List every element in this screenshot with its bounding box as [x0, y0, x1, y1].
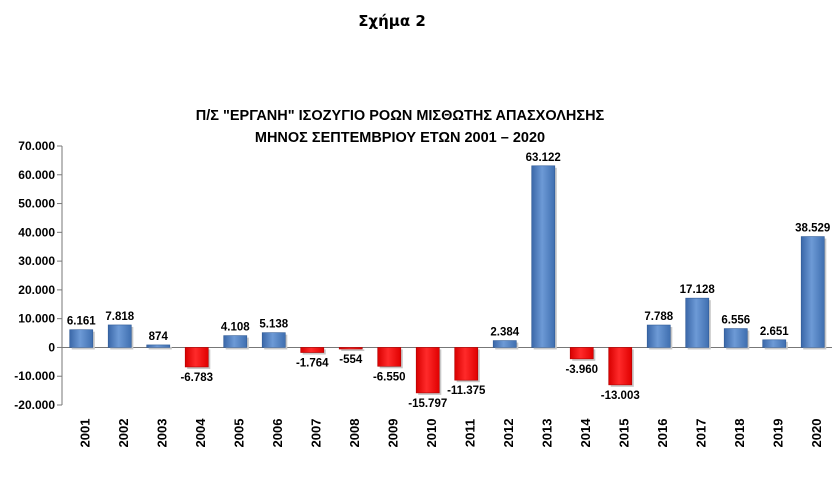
data-label: 4.108	[221, 322, 250, 334]
x-tick-label: 2007	[309, 419, 324, 448]
data-label: -6.783	[180, 372, 213, 384]
chart-title: Π/Σ "ΕΡΓΑΝΗ" ΙΣΟΖΥΓΙΟ ΡΟΩΝ ΜΙΣΘΩΤΗΣ ΑΠΑΣ…	[195, 108, 605, 124]
y-tick-label: 30.000	[18, 254, 55, 268]
bar	[608, 347, 633, 386]
bar	[184, 347, 209, 368]
x-tick-label: 2001	[78, 419, 93, 448]
x-tick-label: 2011	[463, 419, 478, 447]
x-tick-label: 2016	[655, 419, 670, 448]
data-label: 2.384	[490, 327, 519, 339]
x-tick-label: 2013	[540, 419, 555, 448]
bar	[454, 347, 479, 381]
x-tick-label: 2004	[193, 418, 208, 448]
bars	[69, 165, 827, 395]
bar	[415, 347, 440, 394]
data-label: 6.556	[721, 315, 750, 327]
data-label: 38.529	[795, 223, 830, 235]
bar	[377, 347, 402, 367]
x-tick-label: 2009	[386, 419, 401, 448]
data-label: 2.651	[760, 326, 789, 338]
y-tick-label: 50.000	[18, 197, 55, 211]
data-label: 5.138	[259, 319, 288, 331]
chart-subtitle: ΜΗΝΟΣ ΣΕΠΤΕΜΒΡΙΟΥ ΕΤΩΝ 2001 – 2020	[254, 130, 546, 146]
x-tick-label: 2014	[578, 418, 593, 448]
x-tick-label: 2012	[501, 419, 516, 448]
data-label: 6.161	[67, 316, 96, 328]
y-tick-label: 70.000	[18, 139, 55, 153]
bar	[800, 236, 825, 348]
data-label: -3.960	[565, 364, 598, 376]
x-tick-label: 2006	[270, 419, 285, 448]
bar	[569, 347, 594, 360]
y-tick-label: -20.000	[14, 398, 55, 412]
data-label: -11.375	[447, 385, 486, 397]
data-label: 17.128	[680, 284, 716, 296]
x-tick-label: 2015	[617, 419, 632, 448]
x-tick-label: 2017	[694, 419, 709, 448]
bar	[107, 324, 132, 348]
y-tick-label: -10.000	[14, 369, 55, 383]
x-tick-label: 2018	[732, 419, 747, 448]
y-tick-label: 40.000	[18, 225, 55, 239]
data-label: -1.764	[296, 358, 329, 370]
bar-shadow	[341, 349, 365, 352]
data-label: 63.122	[526, 152, 561, 164]
y-tick-label: 20.000	[18, 283, 55, 297]
x-tick-label: 2002	[116, 419, 131, 448]
bar	[69, 329, 94, 348]
y-tick-label: 60.000	[18, 168, 55, 182]
x-tick-label: 2005	[232, 419, 247, 448]
x-tick-label: 2019	[771, 419, 786, 448]
data-label: 7.788	[644, 311, 673, 323]
bar	[531, 165, 556, 348]
data-label: -15.797	[408, 398, 447, 410]
bar	[723, 328, 748, 348]
figure-caption: Σχήμα 2	[358, 12, 426, 30]
bar	[300, 347, 325, 353]
x-tick-label: 2020	[809, 419, 824, 448]
x-tick-label: 2008	[347, 419, 362, 448]
y-tick-label: 10.000	[18, 312, 55, 326]
x-tick-label: 2003	[155, 419, 170, 448]
bar	[646, 324, 671, 348]
data-label: 7.818	[105, 311, 134, 323]
bar-shadow	[148, 346, 172, 350]
bar	[261, 332, 286, 348]
data-label: -6.550	[373, 371, 406, 383]
bar	[338, 347, 363, 350]
bar	[685, 297, 710, 348]
bar	[146, 344, 171, 348]
bar	[762, 339, 787, 348]
y-tick-label: 0	[48, 340, 55, 354]
bar	[223, 335, 248, 348]
x-tick-label: 2010	[424, 419, 439, 448]
bar	[492, 340, 517, 348]
data-label: 874	[149, 331, 169, 343]
data-label: -13.003	[601, 390, 640, 402]
data-label: -554	[339, 354, 363, 366]
axes: -20.000 -10.000 0 10.000 20.000 30.000 40.000 5…	[14, 139, 832, 447]
